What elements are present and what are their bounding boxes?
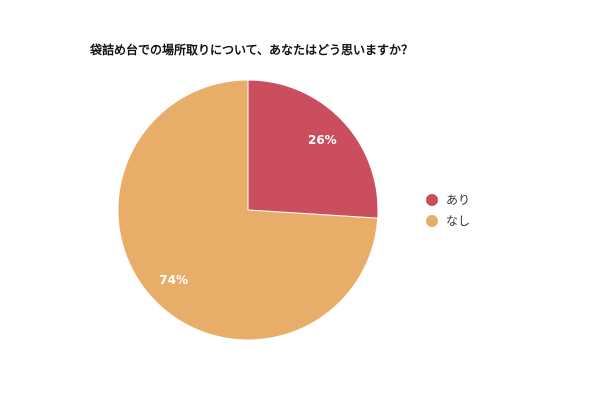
legend-label: なし [446, 214, 471, 228]
legend-marker-icon [426, 214, 438, 227]
pie-slice-1[interactable] [117, 79, 379, 341]
data-label-1: 74% [159, 273, 188, 287]
pie-slice-0[interactable] [247, 79, 379, 219]
legend-marker-icon [426, 193, 438, 206]
legend-item-0[interactable]: あり [426, 191, 470, 208]
data-label-0: 26% [308, 133, 337, 147]
chart-title: 袋詰め台での場所取りについて、あなたはどう思いますか？ [90, 43, 414, 57]
legend-label: あり [446, 193, 471, 207]
legend-item-1[interactable]: なし [426, 212, 470, 229]
